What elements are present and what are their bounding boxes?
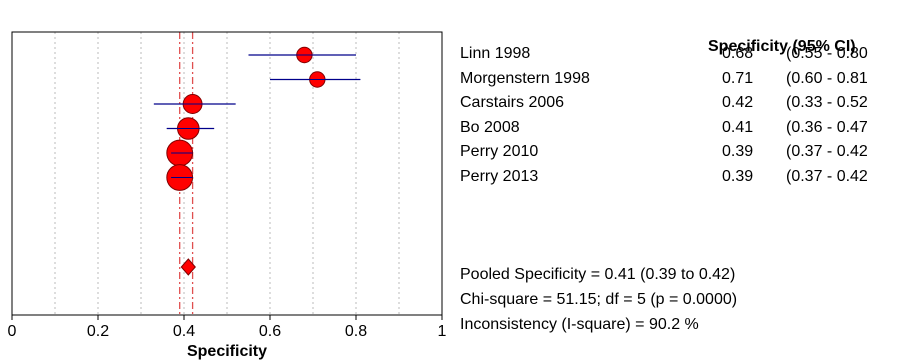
study-row: Morgenstern 1998 0.71 (0.60 - 0.81 — [460, 70, 899, 90]
study-name: Carstairs 2006 — [460, 94, 565, 111]
study-name: Perry 2013 — [460, 167, 539, 185]
study-ci: (0.36 - 0.47 — [786, 118, 868, 136]
study-marks — [153, 46, 361, 191]
x-tick-label: 0.4 — [173, 323, 195, 340]
pooled-mark — [180, 258, 196, 276]
study-name: Morgenstern 1998 — [460, 69, 590, 87]
study-row: Bo 2008 0.41 (0.36 - 0.47 — [460, 119, 899, 139]
study-row: Carstairs 2006 0.42 (0.33 - 0.52 — [460, 94, 899, 114]
study-estimate: 0.71 — [722, 69, 754, 87]
x-axis-ticks: 0 0.2 0.4 0.6 0.8 1 — [8, 315, 447, 340]
study-ci: (0.37 - 0.42 — [786, 143, 868, 160]
x-tick-label: 0 — [8, 323, 17, 340]
study-ci: (0.37 - 0.42 — [786, 167, 868, 185]
study-estimate: 0.42 — [722, 94, 754, 111]
study-row: Linn 1998 0.68 (0.55 - 0.80 — [460, 45, 899, 65]
study-row: Perry 2010 0.39 (0.37 - 0.42 — [460, 143, 899, 163]
study-name: Bo 2008 — [460, 118, 520, 136]
study-name: Perry 2010 — [460, 143, 539, 160]
x-tick-label: 0.6 — [259, 323, 281, 340]
study-estimate: 0.39 — [722, 143, 754, 160]
column-title: Specificity (95% CI) — [708, 38, 856, 55]
study-ci: (0.60 - 0.81 — [786, 69, 868, 87]
study-ci: (0.33 - 0.52 — [786, 94, 868, 111]
x-tick-label: 1 — [438, 323, 447, 340]
pooled-text: Pooled Specificity = 0.41 (0.39 to 0.42) — [460, 266, 736, 283]
x-tick-label: 0.8 — [345, 323, 367, 340]
study-estimate: 0.41 — [722, 118, 754, 136]
x-axis-title: Specificity — [187, 343, 267, 360]
study-row: Perry 2013 0.39 (0.37 - 0.42 — [460, 168, 899, 188]
pooled-diamond — [180, 258, 196, 276]
chi-square-text: Chi-square = 51.15; df = 5 (p = 0.0000) — [460, 291, 738, 308]
x-tick-label: 0.2 — [87, 323, 109, 340]
inconsistency-text: Inconsistency (I-square) = 90.2 % — [460, 316, 699, 333]
study-estimate: 0.39 — [722, 167, 754, 185]
plot-frame — [11, 31, 443, 316]
study-ci: (0.55 - 0.80 — [786, 45, 868, 62]
study-name: Linn 1998 — [460, 45, 531, 62]
study-estimate: 0.68 — [722, 45, 754, 62]
